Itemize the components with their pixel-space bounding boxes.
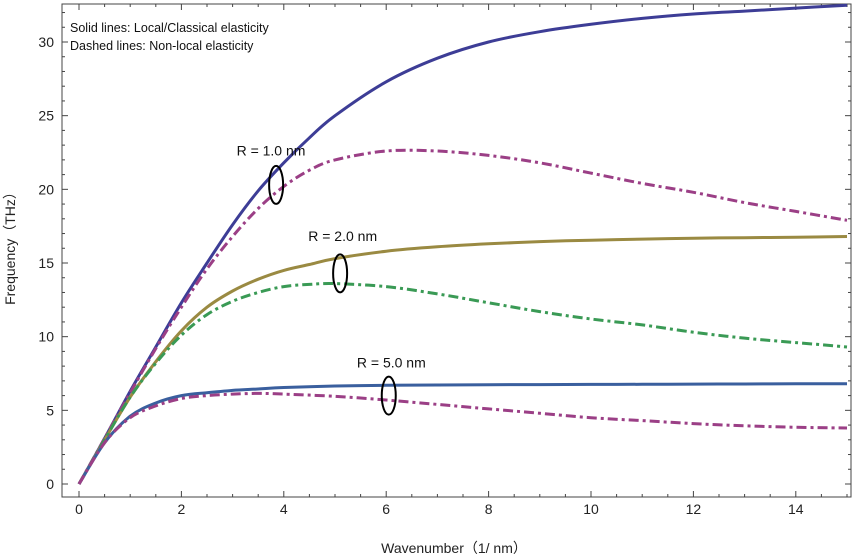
annotation-label-1: R = 1.0 nm [237, 142, 306, 158]
x-tick-label: 14 [788, 501, 804, 517]
annotation-ellipse-2 [332, 253, 349, 294]
y-tick-label: 0 [46, 476, 54, 492]
axis-ticks: 0 2 4 6 8 10 12 14 0 5 10 15 20 25 30 [38, 4, 851, 517]
x-tick-label: 0 [75, 501, 83, 517]
series-line-5-solid [77, 382, 847, 485]
plot-border [61, 3, 852, 498]
plot-frame [61, 3, 852, 498]
y-tick-label: 15 [38, 255, 54, 271]
annotation-ellipse-1 [268, 164, 285, 205]
y-tick-label: 20 [38, 181, 54, 197]
y-tick-label: 25 [38, 108, 54, 124]
annotation-label-3: R = 5.0 nm [357, 355, 426, 371]
annotation-label-2: R = 2.0 nm [308, 228, 377, 244]
x-tick-label: 6 [382, 501, 390, 517]
legend-note-solid: Solid lines: Local/Classical elasticity [70, 21, 269, 35]
annotation-ellipse-3 [380, 375, 397, 416]
y-tick-label: 30 [38, 34, 54, 50]
x-tick-label: 10 [583, 501, 599, 517]
series-line-3-solid [77, 235, 848, 485]
y-tick-label: 10 [38, 329, 54, 345]
x-tick-label: 2 [178, 501, 186, 517]
series-group [77, 3, 848, 485]
annotations: R = 1.0 nm R = 2.0 nm R = 5.0 nm [237, 142, 426, 416]
y-tick-label: 5 [46, 402, 54, 418]
series-line-4-dashdot [77, 282, 848, 485]
series-line-6-dashdot [77, 391, 848, 485]
x-tick-label: 8 [485, 501, 493, 517]
x-tick-label: 12 [686, 501, 702, 517]
y-axis-title: Frequency（THz） [2, 185, 18, 305]
x-tick-label: 4 [280, 501, 288, 517]
series-line-2-dashdot [77, 148, 848, 485]
x-axis-title: Wavenumber（1/ nm） [381, 540, 527, 556]
legend-note-dashed: Dashed lines: Non-local elasticity [70, 39, 254, 53]
